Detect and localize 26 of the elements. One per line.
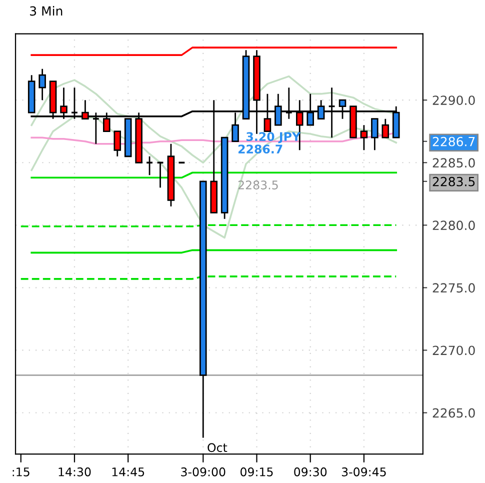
- y-tick-label: 2270.0: [432, 346, 475, 356]
- y-tick-label: 2275.0: [432, 283, 475, 293]
- x-tick-label: 14:45: [112, 468, 144, 476]
- y-tick-label: 2290.0: [432, 96, 475, 106]
- candlestick: [382, 118, 390, 138]
- annotation: Oct: [208, 443, 228, 452]
- y-tick-label: 2283.5: [432, 176, 475, 186]
- y-tick-label: 2285.0: [432, 158, 475, 168]
- y-tick-label: 2265.0: [432, 408, 475, 418]
- x-tick-label: 09:30: [294, 467, 327, 476]
- candlestick: [146, 156, 154, 176]
- chart-title: 3 Min: [30, 6, 62, 16]
- candlestick: [371, 118, 378, 151]
- y-tick-label: 2286.7: [432, 136, 475, 146]
- x-tick-label: 09:15: [240, 467, 273, 476]
- annotation: 2286.7: [238, 144, 282, 154]
- candlestick: [156, 162, 164, 188]
- candlestick: [38, 68, 46, 101]
- x-tick-label: 14:30: [58, 467, 91, 476]
- y-tick-label: 2280.0: [432, 220, 475, 230]
- x-tick-label: 3-09:00: [181, 467, 226, 476]
- x-tick-label: :15: [12, 468, 30, 476]
- annotation: 2283.5: [238, 180, 278, 190]
- candlestick: [360, 124, 368, 151]
- candlestick: [114, 130, 122, 158]
- x-tick-label: 3-09:45: [342, 467, 386, 476]
